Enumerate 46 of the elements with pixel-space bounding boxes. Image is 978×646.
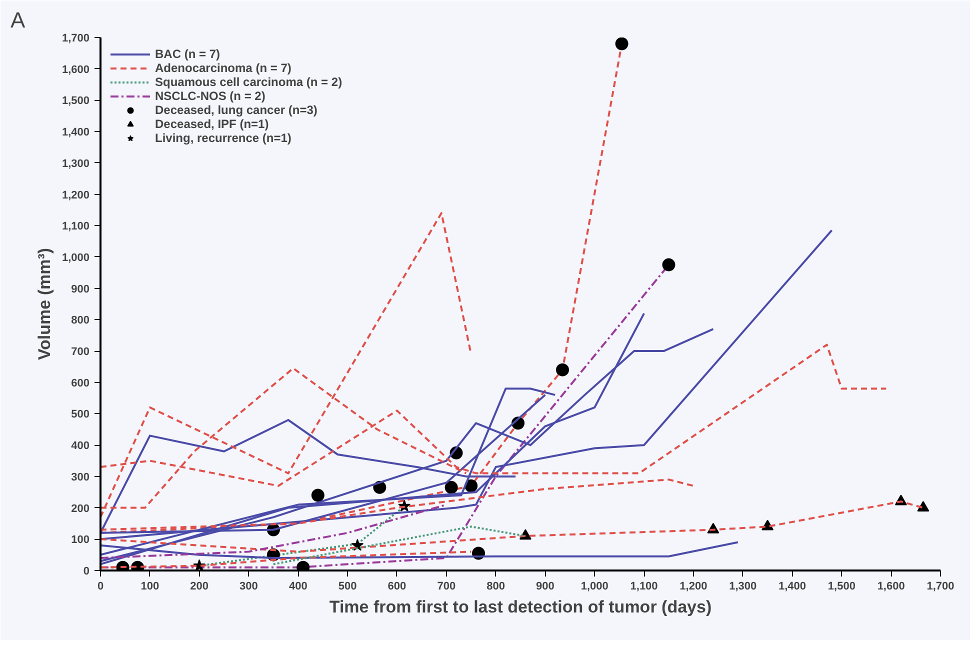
legend-label: Deceased, IPF (n=1): [155, 117, 269, 131]
legend-label: NSCLC-NOS (n = 2): [155, 89, 266, 103]
legend-label: BAC (n = 7): [155, 47, 220, 61]
x-tick-label: 600: [388, 580, 406, 592]
x-tick-label: 700: [437, 580, 456, 592]
x-tick-label: 300: [240, 580, 258, 592]
x-tick-label: 500: [338, 580, 357, 592]
y-tick-label: 200: [71, 502, 90, 515]
y-tick-label: 0: [83, 566, 90, 578]
x-tick-label: 1,700: [926, 580, 954, 592]
y-tick-label: 1,700: [62, 32, 90, 44]
x-tick-label: 900: [536, 580, 554, 592]
y-tick-label: 1,600: [62, 64, 90, 76]
y-tick-label: 1,300: [62, 158, 90, 170]
x-tick-label: 1,000: [580, 580, 608, 592]
y-tick-label: 100: [71, 534, 90, 546]
y-tick-label: 1,500: [62, 95, 90, 108]
y-tick-label: 600: [71, 377, 90, 390]
y-tick-label: 700: [71, 346, 90, 358]
y-tick-label: 1,400: [62, 126, 90, 139]
y-tick-label: 800: [71, 314, 90, 327]
y-tick-label: 400: [71, 440, 90, 452]
legend-label: Deceased, lung cancer (n=3): [155, 103, 318, 117]
y-tick-label: 1,000: [62, 252, 90, 264]
y-tick-label: 500: [71, 408, 90, 421]
x-tick-label: 1,200: [680, 580, 708, 592]
y-tick-label: 1,100: [62, 220, 90, 233]
text: A: [10, 8, 26, 32]
x-tick-label: 100: [140, 580, 160, 592]
x-tick-label: 1,100: [630, 580, 658, 592]
legend-label: Squamous cell carcinoma (n = 2): [155, 75, 342, 89]
x-tick-label: 1,300: [729, 580, 757, 592]
x-tick-label: 800: [486, 580, 505, 592]
x-tick-label: 0: [97, 580, 104, 592]
legend-label: Living, recurrence (n=1): [155, 131, 292, 145]
x-tick-label: 1,500: [828, 580, 856, 592]
x-tick-label: 400: [288, 580, 308, 592]
y-tick-label: 900: [71, 283, 90, 296]
x-axis-title: Time from first to last detection of tumor (days): [329, 598, 712, 616]
y-tick-label: 1,200: [62, 189, 90, 202]
y-tick-label: 300: [71, 471, 90, 484]
legend-label: Adenocarcinoma (n = 7): [155, 61, 292, 75]
y-axis-title: Volume (mm³): [34, 248, 54, 360]
x-tick-label: 200: [190, 580, 209, 592]
x-tick-label: 1,600: [877, 580, 905, 592]
x-tick-label: 1,400: [778, 580, 806, 592]
